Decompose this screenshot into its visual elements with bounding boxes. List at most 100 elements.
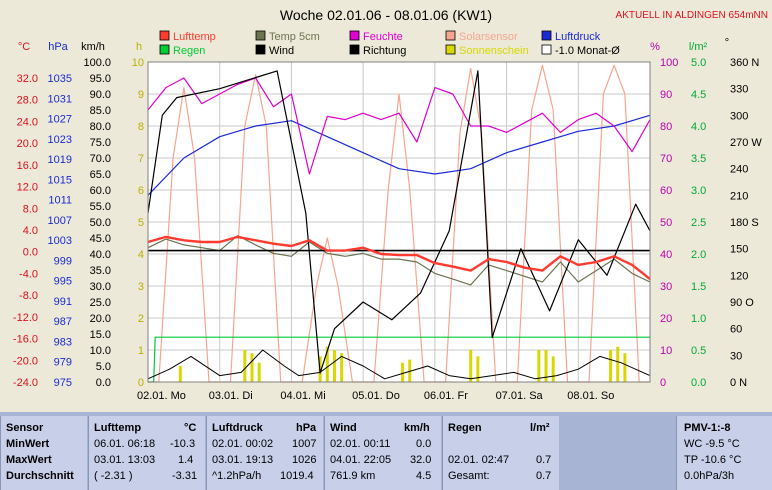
pmv-dewpoint: TP -10.6 °C bbox=[684, 454, 742, 466]
luftdruck-avg-value: 1019.4 bbox=[280, 470, 314, 482]
regen-max-time: 02.01. 02:47 bbox=[448, 454, 510, 466]
direction-tick: 60 bbox=[730, 324, 742, 336]
legend-swatch bbox=[445, 30, 456, 41]
legend-swatch bbox=[349, 30, 360, 41]
rain-tick: 4.0 bbox=[691, 121, 706, 133]
pmv-windchill: WC -9.5 °C bbox=[684, 438, 740, 450]
sun-tick: 2 bbox=[138, 313, 144, 325]
pressure-unit-label: hPa bbox=[48, 41, 68, 53]
row-label-min: MinWert bbox=[6, 438, 50, 450]
sun-tick: 8 bbox=[138, 121, 144, 133]
wind-max-value: 32.0 bbox=[410, 454, 432, 466]
direction-tick: 360 N bbox=[730, 57, 759, 69]
pressure-tick: 975 bbox=[54, 377, 72, 389]
wind-tick: 10.0 bbox=[90, 345, 111, 357]
legend-swatch bbox=[349, 44, 360, 55]
sun-tick: 0 bbox=[138, 377, 144, 389]
pmv-column bbox=[676, 416, 772, 490]
regen-max-value: 0.7 bbox=[536, 454, 552, 466]
temp-unit-label: °C bbox=[18, 41, 30, 53]
humidity-tick: 100 bbox=[660, 57, 678, 69]
legend-label: Sonnenschein bbox=[459, 45, 529, 57]
pressure-tick: 1035 bbox=[48, 73, 72, 85]
humidity-tick: 50 bbox=[660, 217, 672, 229]
row-label-avg: Durchschnitt bbox=[6, 470, 74, 482]
direction-tick: 90 O bbox=[730, 297, 754, 309]
temp-tick: -12.0 bbox=[13, 312, 38, 324]
pressure-tick: 1011 bbox=[48, 195, 72, 207]
humidity-tick: 20 bbox=[660, 313, 672, 325]
rain-tick: 0.0 bbox=[691, 377, 706, 389]
sun-tick: 10 bbox=[132, 57, 144, 69]
sunshine-bar bbox=[178, 366, 182, 382]
regen-unit: l/m² bbox=[530, 422, 550, 434]
x-tick-label: 04.01. Mi bbox=[280, 390, 325, 402]
pmv-pressure-trend: 0.0hPa/3h bbox=[684, 470, 735, 482]
humidity-unit-label: % bbox=[650, 41, 660, 53]
direction-tick: 150 bbox=[730, 244, 748, 256]
pressure-tick: 995 bbox=[54, 276, 72, 288]
sun-tick: 1 bbox=[138, 345, 144, 357]
regen-total-value: 0.7 bbox=[536, 470, 552, 482]
rain-tick: 2.0 bbox=[691, 249, 706, 261]
wind-min-value: 0.0 bbox=[416, 438, 432, 450]
wind-tick: 80.0 bbox=[90, 121, 111, 133]
rain-tick: 0.5 bbox=[691, 345, 706, 357]
sun-tick: 9 bbox=[138, 89, 144, 101]
pressure-tick: 1015 bbox=[48, 174, 72, 186]
direction-tick: 180 S bbox=[730, 217, 759, 229]
pressure-tick: 987 bbox=[54, 316, 72, 328]
wind-tick: 25.0 bbox=[90, 297, 111, 309]
legend-label: Solarsensor bbox=[459, 31, 518, 43]
direction-tick: 270 W bbox=[730, 137, 762, 149]
direction-tick: 30 bbox=[730, 350, 742, 362]
luftdruck-max-time: 03.01. 19:13 bbox=[212, 454, 274, 466]
legend-swatch bbox=[541, 30, 552, 41]
wind-tick: 75.0 bbox=[90, 137, 111, 149]
wind-tick: 50.0 bbox=[90, 217, 111, 229]
rain-tick: 1.0 bbox=[691, 313, 706, 325]
sunshine-bar bbox=[243, 350, 247, 382]
humidity-tick: 10 bbox=[660, 345, 672, 357]
wind-tick: 65.0 bbox=[90, 169, 111, 181]
sunshine-bar bbox=[332, 350, 336, 382]
legend-label: Wind bbox=[269, 45, 294, 57]
x-tick-label: 02.01. Mo bbox=[137, 390, 186, 402]
sun-tick: 5 bbox=[138, 217, 144, 229]
pressure-tick: 1019 bbox=[48, 154, 72, 166]
lufttemp-avg-value: -3.31 bbox=[172, 470, 198, 482]
luftdruck-trend: ^1.2hPa/h bbox=[212, 470, 262, 482]
direction-tick: 210 bbox=[730, 190, 748, 202]
x-tick-label: 07.01. Sa bbox=[496, 390, 544, 402]
rain-tick: 2.5 bbox=[691, 217, 706, 229]
sunshine-bar bbox=[325, 346, 329, 382]
luftdruck-min-time: 02.01. 00:02 bbox=[212, 438, 274, 450]
lufttemp-header: Lufttemp bbox=[94, 422, 142, 434]
humidity-tick: 40 bbox=[660, 249, 672, 261]
direction-tick: 120 bbox=[730, 270, 748, 282]
pressure-tick: 991 bbox=[54, 296, 72, 308]
x-tick-label: 03.01. Di bbox=[209, 390, 253, 402]
lufttemp-max-value: 1.4 bbox=[178, 454, 194, 466]
luftdruck-unit: hPa bbox=[296, 422, 317, 434]
sensor-column bbox=[0, 416, 87, 490]
pressure-tick: 1027 bbox=[48, 114, 72, 126]
wind-max-time: 04.01. 22:05 bbox=[330, 454, 392, 466]
temp-tick: -24.0 bbox=[13, 377, 38, 389]
direction-unit-label: ° bbox=[725, 37, 729, 49]
temp-tick: -8.0 bbox=[19, 290, 38, 302]
rain-tick: 3.0 bbox=[691, 185, 706, 197]
series-line-richtung bbox=[147, 70, 651, 374]
x-tick-label: 06.01. Fr bbox=[424, 390, 468, 402]
direction-tick: 240 bbox=[730, 164, 748, 176]
lufttemp-column bbox=[88, 416, 205, 490]
location-label: AKTUELL IN ALDINGEN 654mNN bbox=[616, 10, 768, 21]
legend-swatch bbox=[255, 44, 266, 55]
series-line-wind bbox=[147, 349, 651, 380]
rain-unit-label: l/m² bbox=[689, 41, 708, 53]
wind-tick: 20.0 bbox=[90, 313, 111, 325]
sun-tick: 7 bbox=[138, 153, 144, 165]
sunshine-bar bbox=[476, 356, 480, 382]
pressure-tick: 999 bbox=[54, 255, 72, 267]
temp-tick: 0.0 bbox=[23, 247, 38, 259]
